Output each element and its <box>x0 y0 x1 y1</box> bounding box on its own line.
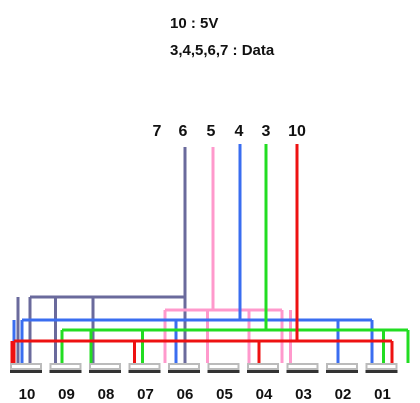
connector-label-10: 10 <box>19 386 36 403</box>
connector-04-base <box>247 370 279 373</box>
legend-line-data: 3,4,5,6,7 : Data <box>170 42 275 59</box>
wire-labels-layer: 7 6 5 4 3 10 <box>153 123 306 140</box>
connector-label-09: 09 <box>58 386 75 403</box>
legend: 10 : 5V 3,4,5,6,7 : Data <box>170 10 274 64</box>
connector-01: 01 <box>365 363 398 403</box>
connector-06: 06 <box>168 363 200 403</box>
connector-02-pad-highlight <box>328 365 356 368</box>
wire-label-3: 3 <box>262 123 271 140</box>
connector-label-02: 02 <box>335 386 352 403</box>
connector-04: 04 <box>247 363 279 403</box>
wire-line-10 <box>10 144 394 363</box>
connector-06-pad-highlight <box>170 365 198 368</box>
connector-09-base <box>49 370 82 373</box>
wire-label-5: 5 <box>207 123 216 140</box>
connector-02: 02 <box>326 363 358 403</box>
wire-label-7: 7 <box>153 123 162 140</box>
connector-05-base <box>207 370 240 373</box>
connector-08-base <box>89 370 121 373</box>
connector-08: 08 <box>89 363 121 403</box>
connector-03-pad-highlight <box>288 365 317 368</box>
connector-08-pad-highlight <box>91 365 119 368</box>
connector-10: 10 <box>10 363 42 403</box>
connector-label-01: 01 <box>374 386 391 403</box>
connector-label-06: 06 <box>177 386 194 403</box>
connector-07-pad-highlight <box>130 365 159 368</box>
wire-label-6: 6 <box>179 123 188 140</box>
connector-05: 05 <box>207 363 240 403</box>
connectors-layer: 10 09 08 07 06 05 04 03 02 01 <box>10 363 398 403</box>
connector-label-05: 05 <box>216 386 233 403</box>
connector-label-03: 03 <box>295 386 312 403</box>
connector-label-07: 07 <box>137 386 154 403</box>
wire-label-10: 10 <box>288 123 306 140</box>
wire-label-4: 4 <box>235 123 244 140</box>
connector-03-base <box>286 370 319 373</box>
wire-line-3 <box>60 144 410 363</box>
connector-label-08: 08 <box>98 386 115 403</box>
connector-02-base <box>326 370 358 373</box>
connector-05-pad-highlight <box>209 365 238 368</box>
connector-07: 07 <box>128 363 161 403</box>
connector-03: 03 <box>286 363 319 403</box>
legend-line-power: 10 : 5V <box>170 15 219 32</box>
connector-06-base <box>168 370 200 373</box>
connector-label-04: 04 <box>256 386 273 403</box>
connector-01-pad-highlight <box>367 365 396 368</box>
connector-09: 09 <box>49 363 82 403</box>
connector-07-base <box>128 370 161 373</box>
connector-10-pad-highlight <box>12 365 40 368</box>
connector-04-pad-highlight <box>249 365 277 368</box>
connector-09-pad-highlight <box>51 365 80 368</box>
connector-10-base <box>10 370 42 373</box>
connector-01-base <box>365 370 398 373</box>
wires-layer <box>10 144 410 363</box>
